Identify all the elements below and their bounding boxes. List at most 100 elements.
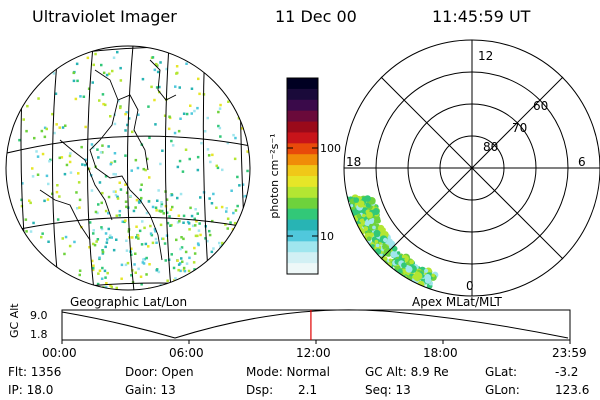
auroral-pixel — [170, 193, 174, 197]
auroral-pixel — [115, 238, 118, 241]
auroral-pixel — [373, 229, 381, 238]
auroral-pixel — [149, 224, 152, 228]
auroral-pixel — [368, 261, 375, 268]
auroral-pixel — [190, 87, 194, 90]
auroral-pixel — [154, 230, 157, 233]
auroral-pixel — [88, 246, 91, 249]
auroral-pixel — [75, 62, 79, 66]
auroral-pixel — [45, 127, 48, 131]
auroral-pixel — [115, 286, 118, 290]
auroral-pixel — [69, 171, 73, 174]
auroral-pixel — [388, 267, 393, 273]
auroral-pixel — [160, 205, 163, 208]
gain-value: Gain: 13 — [125, 383, 176, 397]
auroral-pixel — [189, 206, 192, 210]
auroral-pixel — [45, 174, 49, 178]
auroral-pixel — [140, 283, 143, 286]
auroral-pixel — [182, 266, 186, 270]
auroral-pixel — [395, 276, 402, 284]
auroral-pixel — [382, 277, 387, 283]
date-label: 11 Dec 00 — [275, 7, 357, 26]
auroral-pixel — [374, 239, 379, 244]
auroral-pixel — [403, 287, 412, 296]
auroral-pixel — [21, 182, 24, 185]
auroral-pixel — [26, 104, 29, 108]
auroral-pixel — [154, 123, 157, 126]
auroral-pixel — [143, 226, 146, 230]
auroral-pixel — [101, 250, 105, 254]
auroral-pixel — [63, 252, 66, 256]
auroral-pixel — [94, 52, 97, 56]
auroral-pixel — [100, 201, 103, 205]
auroral-pixel — [98, 99, 101, 102]
auroral-pixel — [132, 209, 136, 213]
auroral-pixel — [353, 234, 361, 242]
auroral-pixel — [199, 196, 202, 199]
auroral-pixel — [43, 135, 47, 139]
auroral-pixel — [387, 271, 391, 275]
auroral-pixel — [354, 242, 359, 247]
auroral-pixel — [178, 86, 181, 89]
time-label: 11:45:59 UT — [432, 7, 531, 26]
auroral-pixel — [135, 236, 138, 239]
auroral-pixel — [144, 168, 147, 172]
auroral-pixel — [200, 141, 203, 145]
auroral-pixel — [101, 93, 105, 96]
map-grid — [6, 46, 250, 290]
auroral-pixel — [363, 251, 370, 258]
auroral-pixel — [116, 197, 120, 200]
auroral-pixel — [104, 103, 107, 107]
auroral-pixel — [389, 276, 394, 282]
auroral-pixel — [25, 129, 28, 133]
auroral-pixel — [197, 243, 200, 247]
auroral-pixel — [25, 230, 28, 233]
auroral-pixel — [193, 268, 196, 271]
auroral-pixel — [159, 162, 162, 166]
auroral-pixel — [109, 234, 112, 237]
auroral-pixel — [150, 85, 153, 89]
dsp-value: 2.1 — [298, 383, 318, 397]
auroral-pixel — [385, 278, 390, 282]
auroral-pixel — [188, 157, 191, 161]
auroral-pixel — [162, 237, 165, 241]
auroral-pixel — [230, 189, 233, 192]
door-status: Door: Open — [125, 365, 194, 379]
auroral-pixel — [358, 239, 365, 245]
auroral-pixel — [361, 255, 366, 260]
auroral-pixel — [203, 130, 207, 133]
auroral-pixel — [79, 95, 82, 98]
auroral-pixel — [64, 124, 67, 127]
auroral-pixel — [96, 282, 100, 286]
auroral-pixel — [371, 270, 379, 278]
auroral-pixel — [400, 276, 404, 280]
auroral-pixel — [138, 229, 142, 233]
auroral-pixel — [141, 77, 145, 81]
auroral-pixel — [136, 234, 140, 237]
auroral-pixel — [354, 246, 360, 252]
auroral-pixel — [114, 173, 117, 176]
auroral-pixel — [174, 85, 177, 88]
auroral-pixel — [413, 284, 420, 292]
auroral-pixel — [368, 256, 375, 262]
auroral-pixel — [168, 115, 171, 118]
auroral-pixel — [178, 220, 181, 223]
auroral-pixel — [190, 112, 193, 115]
auroral-pixel — [101, 249, 104, 252]
auroral-pixel — [370, 266, 377, 272]
auroral-pixel — [151, 56, 155, 59]
auroral-pixel — [158, 85, 161, 89]
auroral-pixel — [147, 105, 150, 108]
auroral-pixel — [22, 118, 25, 121]
auroral-pixel — [211, 219, 214, 223]
polar-diagonal — [380, 76, 564, 260]
auroral-pixel — [219, 245, 222, 248]
auroral-pixel — [229, 221, 232, 224]
auroral-pixel — [178, 159, 182, 163]
auroral-pixel — [55, 123, 58, 126]
auroral-pixel — [76, 79, 79, 83]
auroral-pixel — [92, 267, 95, 270]
timeline-ylabel: GC Alt — [8, 303, 21, 338]
colorbar-swatch — [287, 154, 318, 166]
auroral-pixel — [217, 110, 220, 114]
auroral-pixel — [137, 237, 140, 240]
